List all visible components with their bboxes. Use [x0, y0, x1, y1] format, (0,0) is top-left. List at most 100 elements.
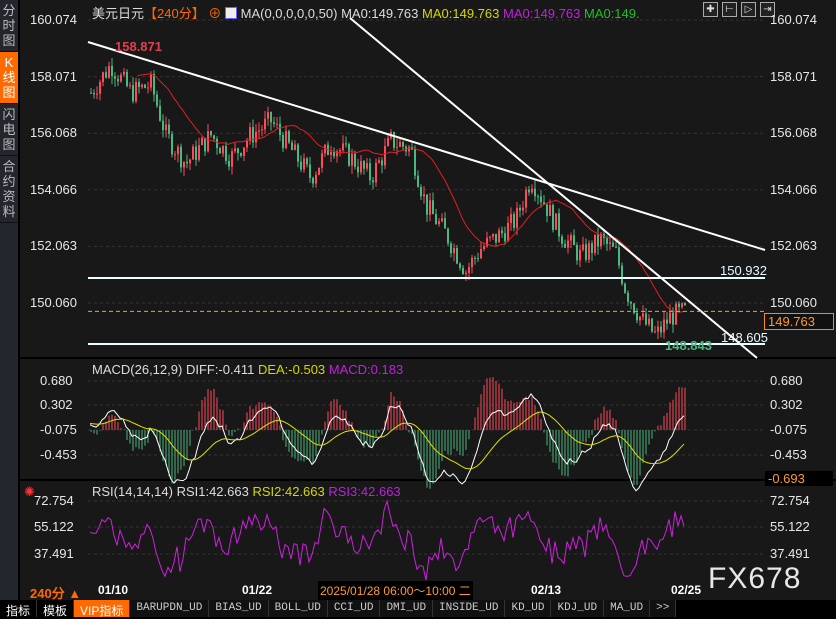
- candle-body: [132, 85, 134, 102]
- candle-body: [432, 200, 434, 215]
- candle-body: [570, 235, 572, 241]
- date-axis: 240分 ▲ 01/10 01/22 2025/01/28 06:00～10:0…: [20, 580, 836, 601]
- zoom-right-icon[interactable]: ▷: [741, 2, 756, 17]
- candle-body: [183, 161, 185, 168]
- tab-9[interactable]: INSIDE_UD: [433, 600, 506, 617]
- candle-body: [654, 331, 656, 333]
- price-tick: 156.068: [30, 125, 77, 141]
- candle-body: [408, 146, 410, 152]
- sidebar-item-kline[interactable]: K线图: [0, 52, 18, 104]
- macd-tick-right: -0.075: [770, 422, 807, 437]
- candle-body: [486, 237, 488, 247]
- chart-area[interactable]: 美元日元【240分】 ⊕ MA(0,0,0,0,0,50) MA0:149.76…: [20, 0, 836, 601]
- tab-7[interactable]: CCI_UD: [327, 600, 381, 617]
- sidebar-item-contract-info[interactable]: 合约资料: [0, 156, 18, 223]
- period-label: 【240分】: [144, 6, 205, 21]
- candle-body: [120, 74, 122, 82]
- candle-body: [537, 196, 539, 198]
- candle-body: [240, 153, 242, 156]
- tab-3[interactable]: VIP指标: [74, 600, 131, 618]
- macd-tick-right: -0.453: [770, 447, 807, 462]
- settings-target-icon[interactable]: ⊕: [208, 6, 222, 21]
- candle-body: [363, 161, 365, 169]
- tab-2[interactable]: 模板: [37, 600, 75, 618]
- candle-body: [330, 152, 332, 155]
- candle-body: [477, 258, 479, 260]
- candle-body: [354, 153, 356, 167]
- candle-body: [591, 243, 593, 253]
- period-selector[interactable]: 240分 ▲: [30, 586, 82, 601]
- candle-body: [288, 131, 290, 143]
- candle-body: [93, 92, 95, 95]
- candle-body: [273, 122, 275, 124]
- sidebar-item-timeshare[interactable]: 分时图: [0, 0, 18, 52]
- macd-tick: 0.680: [40, 373, 73, 388]
- candle-body: [474, 257, 476, 259]
- candle-body: [282, 134, 284, 149]
- macd-dea-line: [89, 411, 685, 470]
- candle-body: [579, 249, 581, 261]
- sidebar-item-flash[interactable]: 闪电图: [0, 104, 18, 156]
- tab-11[interactable]: KDJ_UD: [551, 600, 605, 617]
- candle-body: [639, 316, 641, 321]
- tab-8[interactable]: DMI_UD: [380, 600, 434, 617]
- alert-icon[interactable]: ✺: [24, 484, 35, 499]
- candle-body: [252, 127, 254, 143]
- macd-current-value: -0.693: [765, 471, 833, 486]
- candle-body: [291, 142, 293, 151]
- crosshair-icon[interactable]: ✚: [703, 2, 718, 17]
- candle-body: [315, 174, 317, 184]
- candle-body: [666, 319, 668, 324]
- candle-body: [111, 65, 113, 77]
- candle-body: [165, 124, 167, 131]
- indicator-chart-icon[interactable]: [224, 7, 237, 19]
- tab-1[interactable]: 指标: [0, 600, 38, 618]
- candle-body: [456, 248, 458, 264]
- rsi2-value: RSI2:42.663: [252, 484, 325, 499]
- move-right-icon[interactable]: ⇥: [760, 2, 775, 17]
- candle-body: [189, 159, 191, 164]
- trendline-upper: [87, 41, 766, 251]
- candle-body: [384, 146, 386, 166]
- candle-body: [285, 131, 287, 149]
- tab-6[interactable]: BOLL_UD: [268, 600, 328, 617]
- chart-canvas[interactable]: [20, 0, 836, 600]
- candle-body: [294, 144, 296, 151]
- candle-body: [651, 318, 653, 332]
- candle-body: [225, 145, 227, 161]
- tab-13[interactable]: >>: [650, 600, 677, 617]
- candle-body: [630, 301, 632, 304]
- ma-title: MA(0,0,0,0,0,50): [240, 6, 338, 21]
- candle-body: [228, 160, 230, 167]
- candle-body: [675, 303, 677, 325]
- price-tick: 158.071: [30, 68, 77, 84]
- candle-body: [642, 313, 644, 317]
- tab-12[interactable]: MA_UD: [604, 600, 651, 617]
- candle-body: [234, 148, 236, 152]
- tab-5[interactable]: BIAS_UD: [209, 600, 269, 617]
- candle-body: [459, 263, 461, 268]
- candle-body: [546, 204, 548, 216]
- candle-body: [258, 130, 260, 132]
- macd-tick: -0.453: [40, 447, 77, 462]
- tab-10[interactable]: KD_UD: [505, 600, 552, 617]
- candle-body: [450, 243, 452, 254]
- candle-body: [438, 221, 440, 225]
- candle-body: [564, 243, 566, 248]
- candle-body: [231, 151, 233, 167]
- candle-body: [174, 154, 176, 156]
- candle-body: [306, 158, 308, 165]
- sidebar: 分时图 K线图 闪电图 合约资料: [0, 0, 18, 600]
- macd-diff: DIFF:-0.411: [185, 362, 255, 377]
- candle-body: [627, 292, 629, 302]
- candle-body: [558, 213, 560, 237]
- macd-tick: -0.075: [40, 422, 77, 437]
- macd-tick: 0.302: [40, 397, 73, 412]
- candle-body: [435, 214, 437, 225]
- candle-body: [669, 312, 671, 324]
- candle-body: [633, 303, 635, 313]
- date-label: 01/22: [242, 583, 273, 597]
- tab-4[interactable]: BARUPDN_UD: [130, 600, 210, 617]
- rsi-tick: 55.122: [34, 519, 74, 534]
- zoom-left-icon[interactable]: ⊢: [722, 2, 737, 17]
